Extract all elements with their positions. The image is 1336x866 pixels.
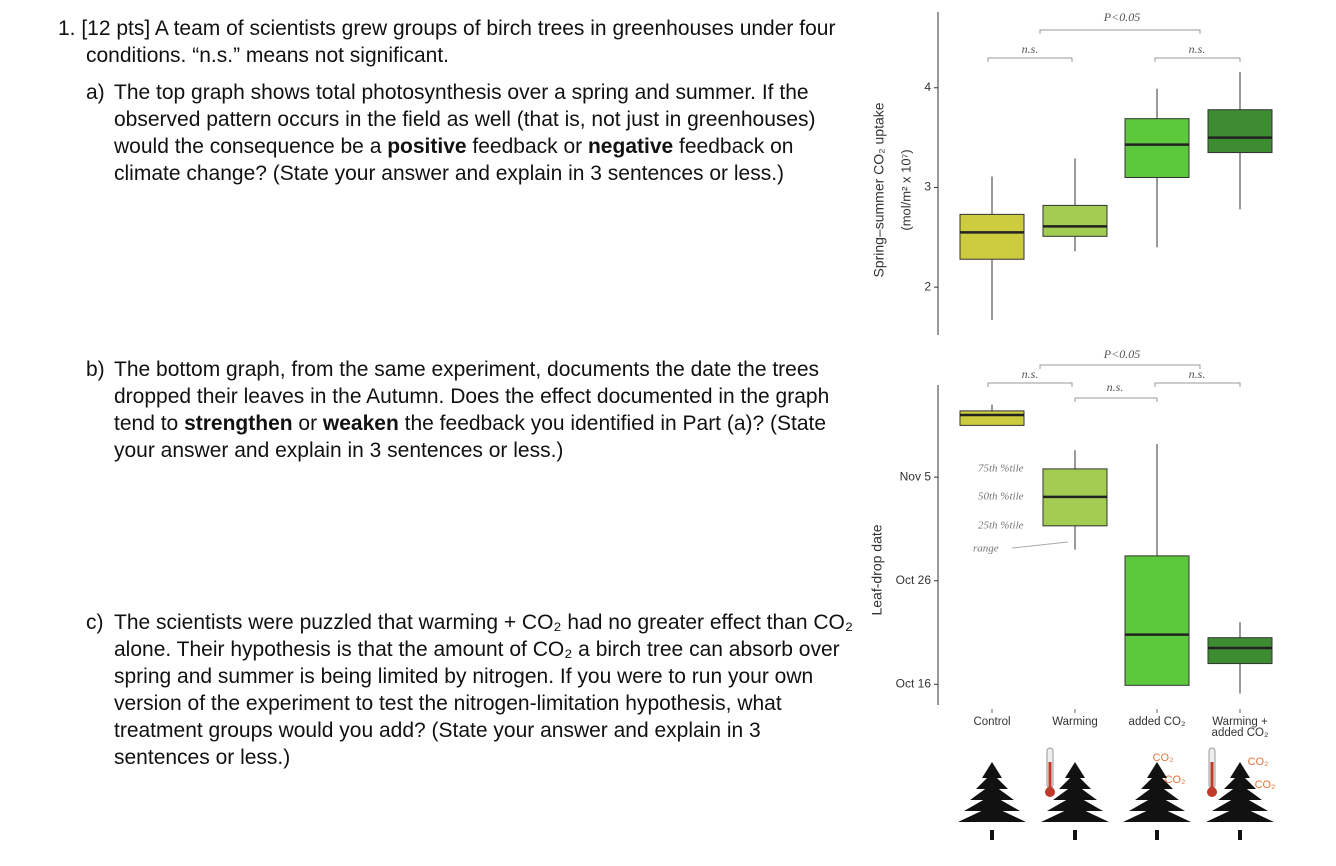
annotation: P<0.05: [1103, 10, 1140, 24]
tree-icon: [1041, 762, 1109, 822]
thermometer-fill: [1048, 762, 1052, 790]
co2-icon-label: CO₂: [1153, 752, 1174, 764]
co2-icon-label: CO₂: [1248, 756, 1269, 768]
box: [1207, 109, 1273, 154]
text: the feedback you identified in Part (a)?…: [114, 412, 827, 462]
annotation: n.s.: [1189, 42, 1206, 56]
box-label: range: [973, 543, 999, 555]
bold-text: positive: [387, 135, 467, 158]
co2-icon-label: CO₂: [1165, 774, 1186, 786]
y-tick-label: 3: [924, 180, 931, 194]
y-tick-label: Nov 5: [900, 469, 932, 483]
text: The bottom graph, from the same experime…: [114, 358, 830, 435]
y-axis-label: (mol/m² x 10⁷): [898, 149, 913, 230]
annotation: n.s.: [1107, 380, 1124, 394]
range-pointer: [1011, 541, 1069, 549]
thermometer-fill: [1210, 762, 1214, 790]
text: feedback on climate change? (State your …: [114, 135, 794, 185]
co2-icon-label: CO₂: [1255, 779, 1276, 791]
y-tick-label: 4: [924, 80, 931, 94]
box-label: 75th %tile: [978, 463, 1024, 475]
box: [1124, 118, 1190, 178]
thermometer-bulb: [1207, 787, 1217, 797]
question-intro: 1. [12 pts] A team of scientists grew gr…: [58, 17, 836, 67]
bold-text: negative: [587, 135, 674, 158]
tree-icon: [1123, 762, 1191, 822]
tree-trunk: [1073, 830, 1077, 840]
y-tick-label: Oct 16: [896, 676, 932, 690]
bracket: [987, 382, 1073, 387]
annotation: n.s.: [1022, 367, 1039, 381]
bracket: [1039, 29, 1201, 34]
text: or: [292, 412, 323, 435]
x-tick-label: Warming + added CO₂: [1211, 716, 1269, 739]
box: [959, 410, 1025, 426]
question-part: b) The bottom graph, from the same experi…: [86, 356, 859, 464]
bracket: [1154, 382, 1241, 387]
bold-text: weaken: [322, 412, 399, 435]
charts: 2 3 4 Spring–summer CO₂ uptake (mol/m² x 10⁷…: [869, 10, 1276, 840]
text: The top graph shows total photosynthesis…: [114, 81, 816, 158]
annotation: n.s.: [1022, 42, 1039, 56]
box: [1207, 637, 1273, 665]
text: feedback or: [466, 135, 588, 158]
bracket: [1154, 57, 1241, 62]
x-tick-label: Control: [973, 716, 1011, 728]
part-label: a): [86, 81, 105, 104]
bracket: [987, 57, 1073, 62]
box: [1042, 204, 1108, 237]
text: The scientists were puzzled that warming…: [114, 611, 854, 769]
question-part: a) The top graph shows total photosynthes…: [86, 79, 859, 187]
annotation: P<0.05: [1103, 347, 1140, 361]
tree-icon: [1206, 762, 1274, 822]
bracket: [1039, 364, 1201, 369]
tree-trunk: [1238, 830, 1242, 840]
annotation: n.s.: [1189, 367, 1206, 381]
box-label: 50th %tile: [978, 491, 1024, 503]
x-tick-label: added CO₂: [1128, 716, 1186, 728]
bold-text: strengthen: [184, 412, 293, 435]
tree-trunk: [990, 830, 994, 840]
thermometer-bulb: [1045, 787, 1055, 797]
question-part: c) The scientists were puzzled that warmi…: [86, 609, 859, 771]
tree-trunk: [1155, 830, 1159, 840]
part-label: c): [86, 611, 104, 634]
bracket: [1074, 397, 1158, 402]
x-tick-label: Warming: [1052, 716, 1098, 728]
y-tick-label: 2: [924, 279, 931, 293]
tree-icon: [958, 762, 1026, 822]
y-axis-label: Spring–summer CO₂ uptake: [871, 102, 887, 277]
box: [1124, 555, 1190, 686]
box-label: 25th %tile: [978, 520, 1024, 532]
box: [959, 213, 1025, 260]
part-label: b): [86, 358, 105, 381]
y-tick-label: Oct 26: [896, 573, 932, 587]
y-axis-label: Leaf-drop date: [869, 524, 885, 615]
